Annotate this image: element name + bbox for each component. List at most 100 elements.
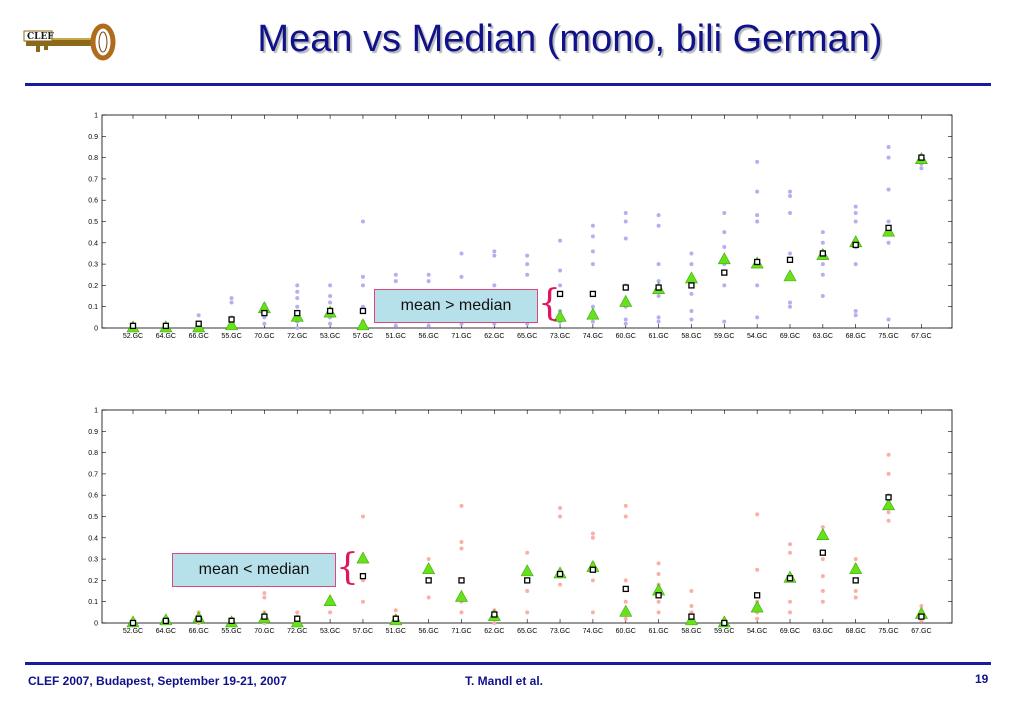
run-point bbox=[295, 296, 300, 301]
run-point bbox=[853, 204, 858, 209]
run-point bbox=[426, 272, 431, 277]
x-tick-label: 65.GC bbox=[517, 628, 537, 635]
run-point bbox=[820, 240, 825, 245]
median-marker bbox=[816, 528, 830, 540]
y-tick-label: 0.2 bbox=[88, 283, 98, 290]
footer-conference: CLEF 2007, Budapest, September 19-21, 20… bbox=[28, 674, 287, 688]
y-tick-label: 1 bbox=[94, 113, 98, 120]
y-tick-label: 1 bbox=[94, 408, 98, 415]
page-number: 19 bbox=[975, 672, 989, 686]
x-tick-label: 70.GC bbox=[254, 628, 274, 635]
x-tick-label: 68.GC bbox=[846, 333, 866, 340]
mean-marker bbox=[754, 592, 761, 599]
run-point bbox=[656, 315, 661, 320]
mean-marker bbox=[294, 309, 301, 317]
run-point bbox=[788, 610, 792, 615]
x-tick-label: 62.GC bbox=[484, 628, 504, 635]
run-point bbox=[295, 326, 300, 330]
x-tick-label: 63.GC bbox=[813, 333, 833, 340]
x-tick-label: 66.GC bbox=[189, 333, 209, 340]
y-tick-label: 0.4 bbox=[88, 240, 98, 247]
median-marker bbox=[553, 309, 567, 322]
mean-marker bbox=[228, 617, 235, 625]
y-tick-label: 0.1 bbox=[88, 599, 98, 606]
run-point bbox=[722, 319, 727, 324]
callout-bottom-brace: { bbox=[336, 547, 359, 588]
mean-marker bbox=[425, 577, 432, 584]
run-point bbox=[459, 251, 464, 256]
mean-marker bbox=[885, 224, 892, 232]
mean-marker bbox=[786, 256, 794, 263]
y-tick-label: 0.7 bbox=[88, 471, 98, 478]
run-point bbox=[328, 300, 333, 305]
run-point bbox=[558, 582, 563, 587]
mean-marker bbox=[819, 250, 826, 257]
run-point bbox=[360, 578, 365, 583]
run-point bbox=[886, 187, 891, 192]
run-point bbox=[689, 603, 694, 608]
run-point bbox=[919, 166, 924, 171]
title-divider bbox=[25, 83, 991, 86]
x-tick-label: 56.GC bbox=[419, 628, 439, 635]
run-point bbox=[886, 240, 891, 245]
x-tick-label: 74.GC bbox=[583, 628, 603, 635]
run-point bbox=[426, 557, 431, 562]
run-point bbox=[919, 603, 924, 608]
mean-marker bbox=[852, 241, 859, 249]
y-tick-label: 0.5 bbox=[88, 514, 98, 521]
median-marker bbox=[619, 294, 633, 307]
mean-marker bbox=[589, 566, 597, 573]
run-point bbox=[360, 304, 365, 309]
mean-marker bbox=[754, 258, 761, 266]
median-marker bbox=[717, 252, 731, 265]
mean-marker bbox=[918, 613, 925, 620]
x-tick-label: 60.GC bbox=[616, 333, 636, 340]
median-marker bbox=[882, 498, 896, 511]
run-point bbox=[689, 291, 694, 296]
run-point bbox=[755, 616, 760, 621]
y-tick-label: 0.7 bbox=[88, 176, 98, 183]
run-point bbox=[623, 219, 628, 224]
footer-divider bbox=[25, 662, 991, 665]
mean-marker bbox=[491, 611, 498, 618]
x-tick-label: 59.GC bbox=[714, 628, 734, 635]
x-tick-label: 55.GC bbox=[221, 333, 241, 340]
median-marker bbox=[520, 564, 534, 577]
run-point bbox=[623, 321, 628, 326]
y-tick-label: 0.6 bbox=[88, 493, 98, 500]
run-point bbox=[492, 621, 497, 625]
run-point bbox=[558, 514, 563, 519]
run-point bbox=[393, 279, 398, 284]
x-tick-label: 52.GC bbox=[123, 333, 143, 340]
run-point bbox=[722, 230, 727, 235]
x-tick-label: 73.GC bbox=[550, 628, 570, 635]
run-point bbox=[360, 514, 365, 519]
run-point bbox=[426, 595, 431, 600]
run-point bbox=[788, 599, 792, 604]
x-tick-label: 63.GC bbox=[813, 628, 833, 635]
slide-title: Mean vs Median (mono, bili German) bbox=[257, 18, 883, 60]
run-point bbox=[525, 262, 530, 267]
mean-marker bbox=[162, 617, 170, 625]
run-point bbox=[886, 452, 891, 457]
x-tick-label: 57.GC bbox=[353, 333, 373, 340]
run-point bbox=[492, 283, 497, 288]
y-tick-label: 0.1 bbox=[88, 304, 98, 311]
y-tick-label: 0.5 bbox=[88, 219, 98, 226]
x-tick-label: 69.GC bbox=[780, 333, 800, 340]
x-tick-label: 61.GC bbox=[648, 628, 668, 635]
run-point bbox=[590, 262, 595, 267]
x-tick-label: 67.GC bbox=[911, 628, 931, 635]
run-point bbox=[886, 144, 891, 149]
run-point bbox=[558, 268, 563, 273]
run-point bbox=[656, 213, 661, 218]
run-point bbox=[689, 317, 694, 322]
run-point bbox=[525, 610, 530, 615]
run-point bbox=[886, 155, 891, 160]
x-tick-label: 51.GC bbox=[386, 333, 406, 340]
run-point bbox=[558, 238, 563, 243]
mean-marker bbox=[852, 577, 859, 584]
run-point bbox=[689, 610, 694, 615]
footer-authors: T. Mandl et al. bbox=[465, 674, 544, 688]
x-tick-label: 53.GC bbox=[320, 628, 340, 635]
